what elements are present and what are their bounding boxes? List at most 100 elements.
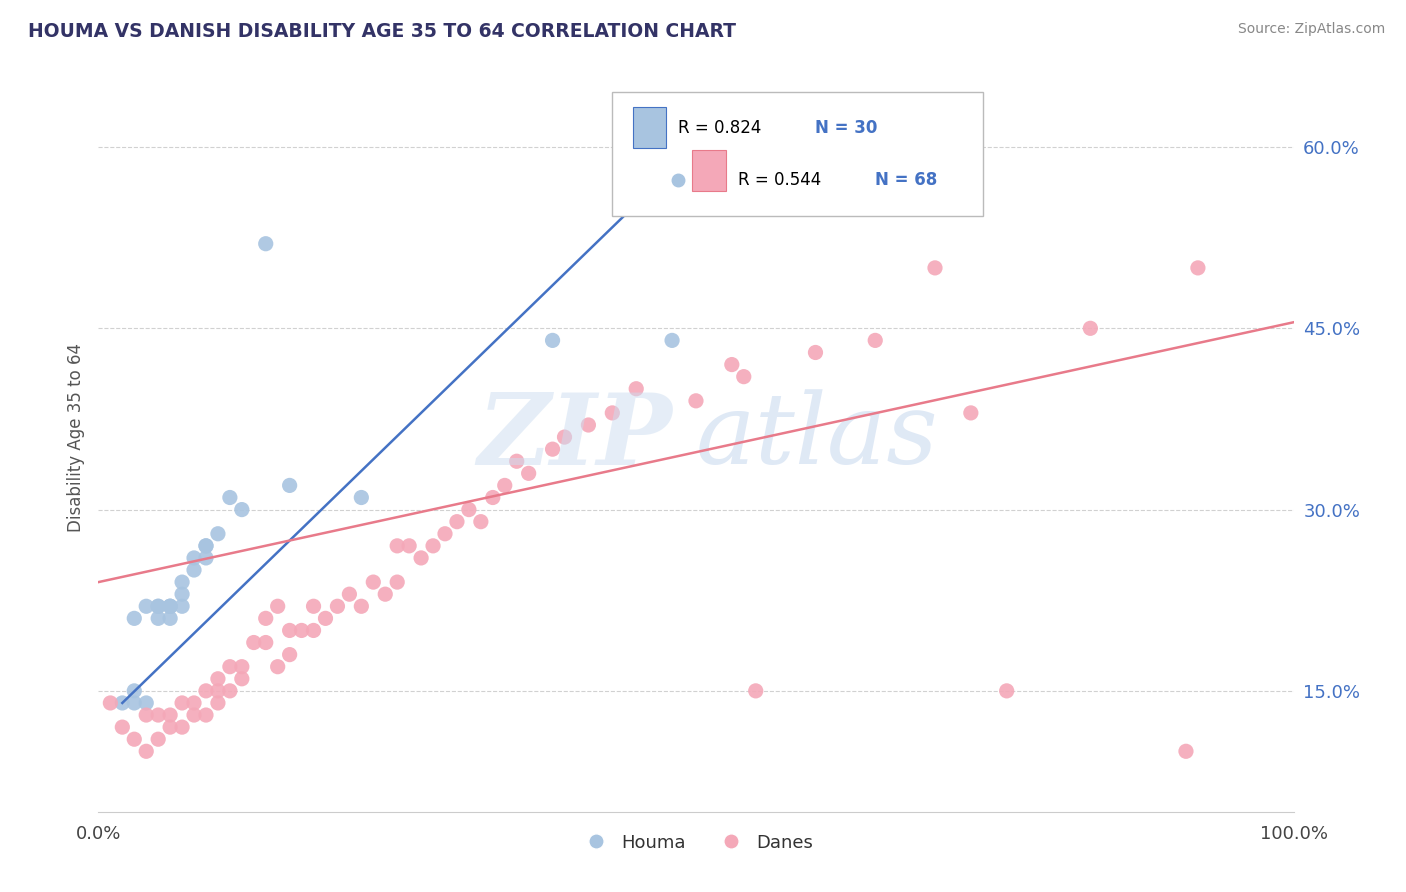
Point xyxy=(278,624,301,638)
Point xyxy=(135,744,157,758)
Point xyxy=(183,696,205,710)
Point xyxy=(172,587,194,601)
Point xyxy=(385,575,409,590)
Point xyxy=(506,454,529,468)
Text: HOUMA VS DANISH DISABILITY AGE 35 TO 64 CORRELATION CHART: HOUMA VS DANISH DISABILITY AGE 35 TO 64 … xyxy=(28,22,737,41)
Point xyxy=(554,430,576,444)
Bar xyxy=(692,150,725,192)
Point xyxy=(172,599,194,614)
Text: N = 30: N = 30 xyxy=(815,119,877,136)
Point xyxy=(995,684,1018,698)
Point xyxy=(578,417,600,432)
Point xyxy=(195,708,218,723)
Point xyxy=(1187,260,1209,275)
Point xyxy=(494,478,516,492)
Point xyxy=(183,550,205,565)
Point xyxy=(254,635,277,649)
Point xyxy=(363,575,385,590)
Point xyxy=(135,696,157,710)
Point xyxy=(111,720,134,734)
Point xyxy=(219,491,242,505)
Legend: Houma, Danes: Houma, Danes xyxy=(571,827,821,859)
Text: N = 68: N = 68 xyxy=(876,170,938,189)
Point xyxy=(1080,321,1102,335)
Point xyxy=(172,720,194,734)
Point xyxy=(135,708,157,723)
Point xyxy=(183,708,205,723)
Point xyxy=(924,260,946,275)
Point xyxy=(195,539,218,553)
Point xyxy=(159,708,181,723)
Point xyxy=(1175,744,1198,758)
Point xyxy=(254,236,277,251)
Point xyxy=(709,201,731,215)
Point xyxy=(172,696,194,710)
Point xyxy=(434,526,457,541)
Point xyxy=(111,696,134,710)
Point xyxy=(960,406,983,420)
Point xyxy=(98,696,122,710)
Point xyxy=(231,672,253,686)
Point xyxy=(470,515,492,529)
Point xyxy=(124,732,146,747)
Point xyxy=(124,684,146,698)
Text: Source: ZipAtlas.com: Source: ZipAtlas.com xyxy=(1237,22,1385,37)
Point xyxy=(231,502,253,516)
Point xyxy=(148,599,170,614)
Point xyxy=(195,550,218,565)
Point xyxy=(207,672,229,686)
Point xyxy=(267,659,290,673)
Point xyxy=(446,515,468,529)
Point xyxy=(865,334,887,348)
Point xyxy=(315,611,337,625)
Point xyxy=(207,684,229,698)
Point xyxy=(411,550,433,565)
Point xyxy=(219,659,242,673)
Point xyxy=(291,624,314,638)
Point xyxy=(243,635,266,649)
Point xyxy=(350,599,373,614)
Point xyxy=(278,478,301,492)
Point xyxy=(148,708,170,723)
Point xyxy=(398,539,420,553)
Point xyxy=(267,599,290,614)
Point xyxy=(541,442,564,457)
Point xyxy=(254,611,277,625)
Point xyxy=(207,526,229,541)
Y-axis label: Disability Age 35 to 64: Disability Age 35 to 64 xyxy=(66,343,84,532)
Point xyxy=(159,720,181,734)
Point xyxy=(278,648,301,662)
Point xyxy=(626,382,648,396)
Bar xyxy=(633,107,666,148)
Point xyxy=(159,599,181,614)
Point xyxy=(148,611,170,625)
Point xyxy=(745,684,768,698)
Point xyxy=(207,696,229,710)
Point xyxy=(195,684,218,698)
Point xyxy=(374,587,396,601)
Point xyxy=(422,539,444,553)
Point xyxy=(219,684,242,698)
Point xyxy=(350,491,373,505)
Point xyxy=(135,599,157,614)
Point xyxy=(339,587,361,601)
Point xyxy=(733,369,755,384)
Point xyxy=(148,732,170,747)
Point xyxy=(458,502,481,516)
Point xyxy=(326,599,349,614)
Point xyxy=(602,406,624,420)
Point xyxy=(517,467,540,481)
Point xyxy=(721,358,744,372)
Point xyxy=(385,539,409,553)
Point xyxy=(302,624,325,638)
Point xyxy=(124,611,146,625)
Point xyxy=(172,575,194,590)
Text: R = 0.544: R = 0.544 xyxy=(738,170,821,189)
Point xyxy=(804,345,827,359)
Point xyxy=(195,539,218,553)
Point xyxy=(541,334,564,348)
Point xyxy=(685,393,707,408)
Text: atlas: atlas xyxy=(696,390,939,484)
Point xyxy=(231,659,253,673)
Point xyxy=(661,334,683,348)
